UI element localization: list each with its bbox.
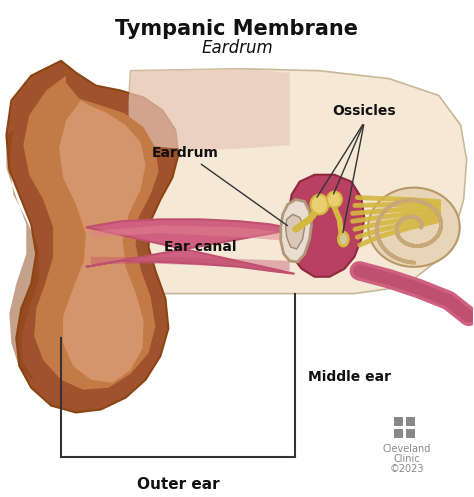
Text: Cleveland: Cleveland	[383, 444, 431, 454]
FancyBboxPatch shape	[406, 429, 415, 438]
Polygon shape	[126, 69, 466, 294]
Ellipse shape	[338, 232, 348, 246]
Text: ©2023: ©2023	[389, 464, 424, 474]
Text: Ear canal: Ear canal	[164, 240, 237, 254]
Text: Eardrum: Eardrum	[201, 39, 273, 57]
Polygon shape	[6, 130, 39, 383]
Text: Tympanic Membrane: Tympanic Membrane	[116, 19, 358, 39]
Ellipse shape	[310, 194, 328, 214]
Polygon shape	[91, 225, 290, 241]
Text: Eardrum: Eardrum	[152, 146, 287, 226]
Text: Clinic: Clinic	[393, 454, 420, 464]
Text: Ossicles: Ossicles	[332, 104, 396, 118]
FancyBboxPatch shape	[394, 429, 403, 438]
FancyBboxPatch shape	[394, 417, 403, 426]
Polygon shape	[287, 175, 364, 277]
Ellipse shape	[327, 191, 342, 207]
Text: Outer ear: Outer ear	[137, 477, 219, 492]
Polygon shape	[128, 69, 290, 150]
Polygon shape	[286, 214, 305, 249]
Polygon shape	[281, 199, 311, 262]
Polygon shape	[86, 219, 295, 274]
Text: Middle ear: Middle ear	[308, 370, 391, 384]
FancyBboxPatch shape	[406, 417, 415, 426]
Polygon shape	[23, 76, 158, 390]
Ellipse shape	[368, 187, 460, 267]
Polygon shape	[91, 257, 290, 271]
Polygon shape	[59, 100, 146, 383]
Polygon shape	[6, 61, 178, 413]
